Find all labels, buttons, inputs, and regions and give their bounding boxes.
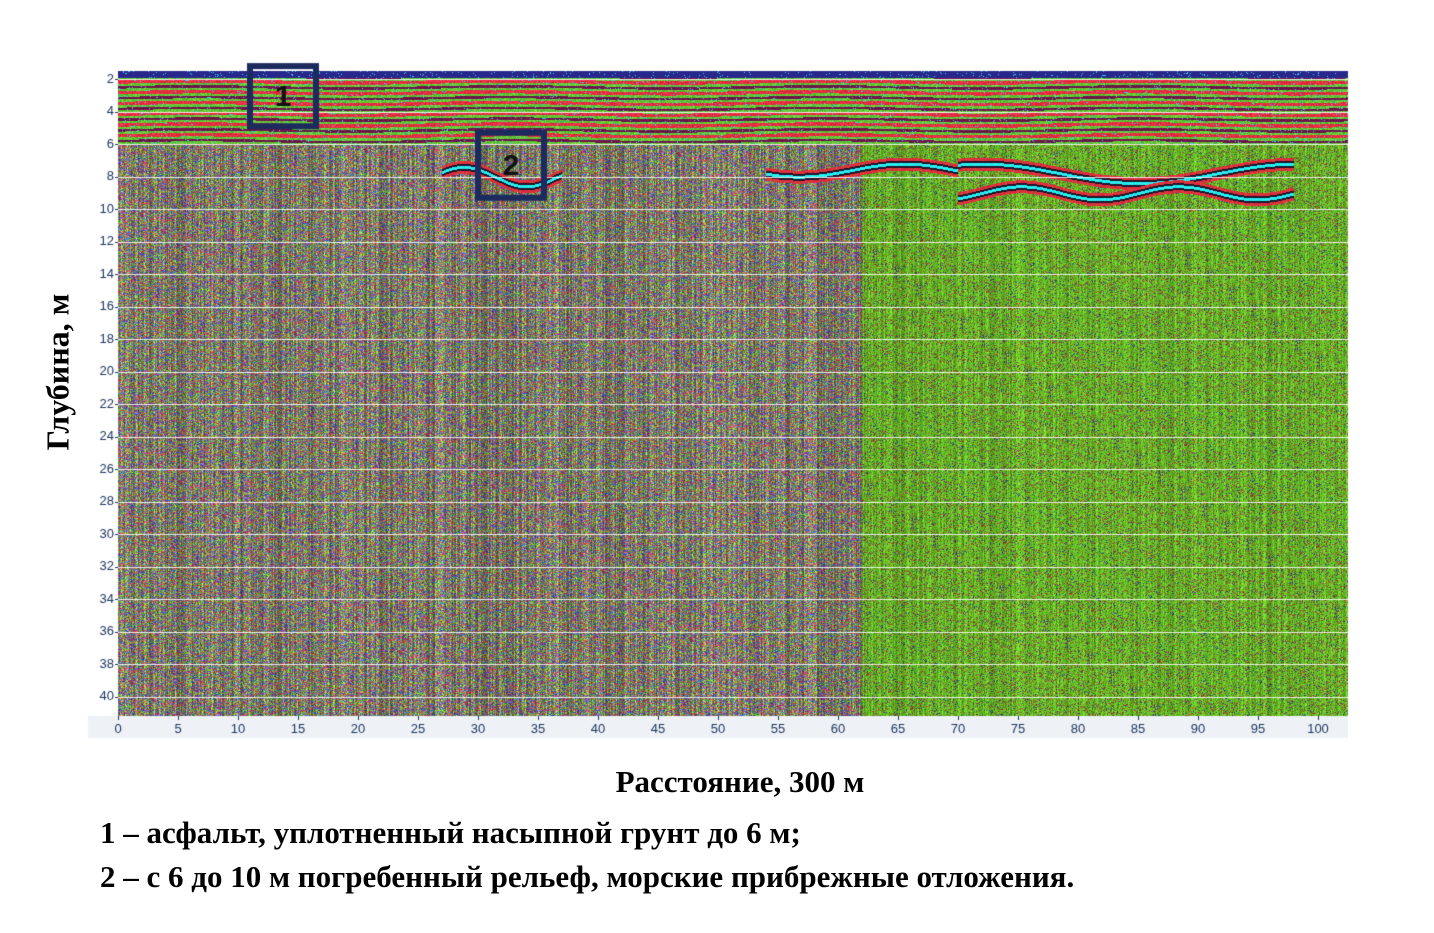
y-axis-label: Глубина, м <box>39 293 76 451</box>
radargram-plot <box>0 0 1434 760</box>
legend-item-1: 1 – асфальт, уплотненный насыпной грунт … <box>100 815 801 850</box>
legend-item-2: 2 – с 6 до 10 м погребенный рельеф, морс… <box>100 859 1075 894</box>
x-axis-label: Расстояние, 300 м <box>615 764 865 799</box>
